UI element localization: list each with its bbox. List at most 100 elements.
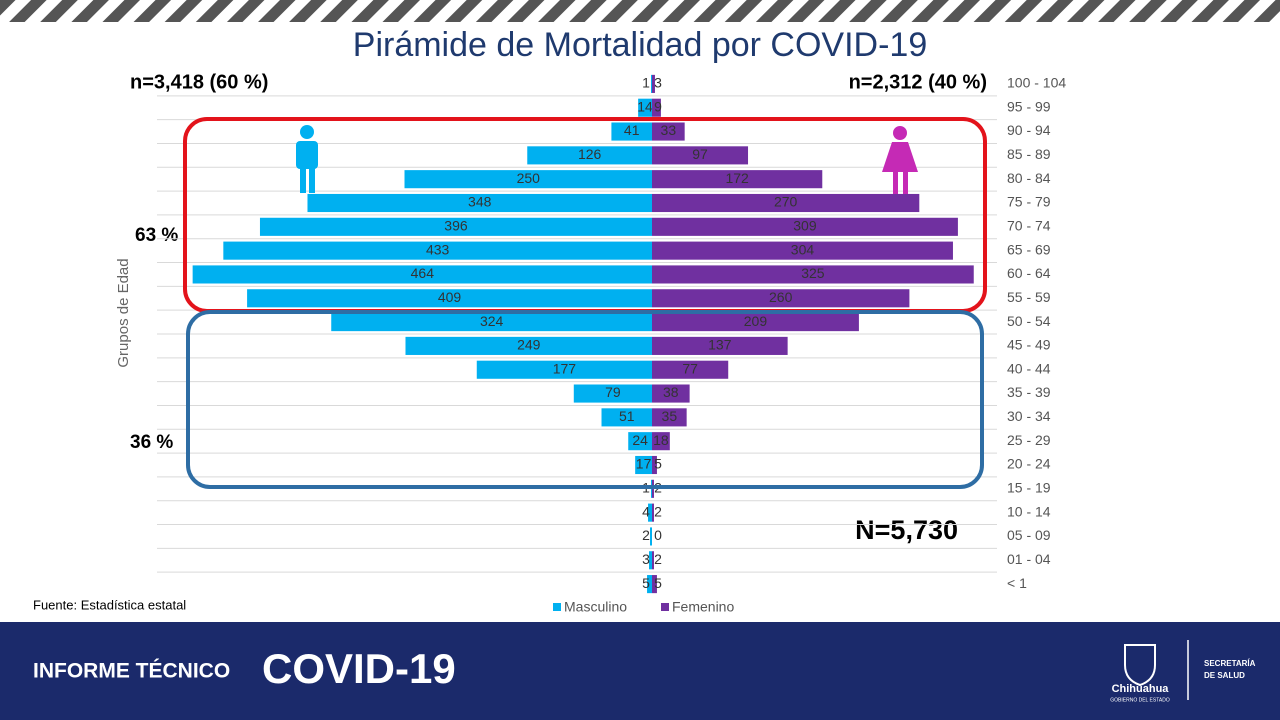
category-label: 45 - 49 (1007, 337, 1051, 353)
bar (652, 74, 655, 93)
bar (638, 98, 652, 117)
legend-label: Masculino (564, 599, 627, 615)
male-icon (296, 125, 318, 193)
legend-swatch (661, 603, 669, 611)
bar (192, 265, 652, 284)
stripe (0, 0, 1280, 22)
value-label: 3 (654, 75, 662, 91)
older-share: 63 % (135, 225, 178, 246)
value-label: 9 (654, 98, 662, 114)
value-label: 209 (744, 313, 768, 329)
value-label: 260 (769, 289, 793, 305)
category-label: 20 - 24 (1007, 456, 1051, 472)
value-label: 18 (653, 432, 669, 448)
value-label: 304 (791, 241, 815, 257)
female-total: n=2,312 (40 %) (849, 71, 987, 93)
legend-swatch (553, 603, 561, 611)
bar (405, 336, 652, 355)
bar (307, 193, 652, 213)
grand-total: N=5,730 (855, 515, 958, 545)
bar (652, 170, 823, 189)
bar (652, 217, 958, 236)
bar (649, 551, 652, 570)
bar (652, 336, 788, 355)
value-label: 2 (654, 551, 662, 567)
bar (635, 455, 652, 475)
value-label: 5 (642, 575, 650, 591)
value-label: 464 (411, 265, 435, 281)
value-label: 309 (793, 218, 817, 234)
category-label: 70 - 74 (1007, 218, 1051, 234)
bar (652, 193, 920, 213)
category-label: 10 - 14 (1007, 503, 1051, 519)
female-icon (882, 126, 918, 194)
value-label: 409 (438, 289, 462, 305)
bar (652, 265, 974, 284)
category-label: 01 - 04 (1007, 551, 1051, 567)
bar (573, 384, 652, 403)
value-label: 77 (682, 360, 698, 376)
bar (527, 146, 652, 165)
bar (648, 503, 652, 522)
value-label: 325 (801, 265, 825, 281)
value-label: 177 (553, 360, 577, 376)
category-label: < 1 (1007, 575, 1027, 591)
footer-ministry-1: SECRETARÍA (1204, 659, 1256, 668)
category-label: 85 - 89 (1007, 146, 1051, 162)
bar (652, 289, 910, 308)
y-axis-label: Grupos de Edad (115, 258, 132, 367)
value-label: 348 (468, 194, 492, 210)
value-label: 35 (662, 408, 678, 424)
category-label: 05 - 09 (1007, 527, 1051, 543)
value-label: 14 (637, 98, 653, 114)
value-label: 5 (654, 456, 662, 472)
category-label: 95 - 99 (1007, 98, 1051, 114)
bar (628, 432, 652, 451)
value-label: 396 (444, 218, 468, 234)
value-label: 433 (426, 241, 450, 257)
bar (223, 241, 652, 260)
footer-state: Chihuahua (1112, 683, 1170, 695)
legend-label: Femenino (672, 599, 734, 615)
value-label: 126 (578, 146, 602, 162)
category-label: 75 - 79 (1007, 194, 1051, 210)
category-label: 50 - 54 (1007, 313, 1051, 329)
category-label: 40 - 44 (1007, 360, 1051, 376)
category-label: 15 - 19 (1007, 480, 1051, 496)
category-label: 35 - 39 (1007, 384, 1051, 400)
bar (652, 432, 670, 451)
value-label: 41 (624, 122, 640, 138)
category-label: 25 - 29 (1007, 432, 1051, 448)
footer-report: INFORME TÉCNICO (33, 660, 230, 683)
category-label: 55 - 59 (1007, 289, 1051, 305)
bar (652, 551, 654, 570)
bar (652, 455, 657, 475)
bar (247, 289, 652, 308)
value-label: 24 (632, 432, 648, 448)
bar (652, 384, 690, 403)
male-total: n=3,418 (60 %) (130, 71, 268, 93)
value-label: 3 (642, 551, 650, 567)
category-label: 65 - 69 (1007, 241, 1051, 257)
value-label: 51 (619, 408, 635, 424)
value-label: 2 (642, 527, 650, 543)
bar (601, 408, 652, 427)
category-label: 90 - 94 (1007, 122, 1051, 138)
value-label: 79 (605, 384, 621, 400)
value-label: 250 (517, 170, 541, 186)
value-label: 249 (517, 337, 541, 353)
value-label: 1 (642, 75, 650, 91)
bar (652, 241, 953, 260)
bar (652, 146, 749, 165)
chart-title: Pirámide de Mortalidad por COVID-19 (353, 26, 927, 64)
value-label: 97 (692, 146, 708, 162)
bar (650, 527, 652, 546)
category-label: 100 - 104 (1007, 75, 1066, 91)
footer-government: GOBIERNO DEL ESTADO (1110, 697, 1170, 703)
value-label: 137 (708, 337, 732, 353)
bar (652, 408, 687, 427)
value-label: 172 (725, 170, 749, 186)
bar (652, 122, 685, 141)
